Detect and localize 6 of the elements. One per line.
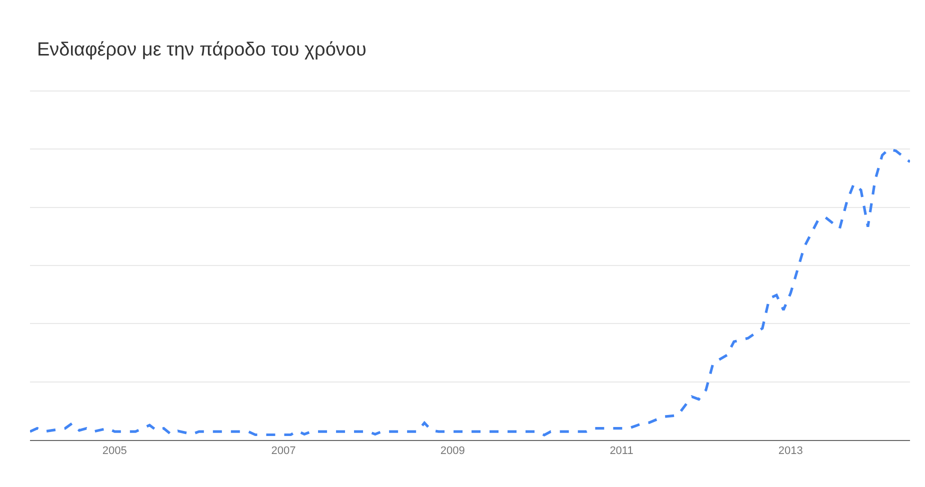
x-tick-label: 2013 [778,445,803,458]
x-tick-label: 2005 [102,445,127,458]
x-tick-label: 2007 [271,445,296,458]
chart-title: Ενδιαφέρον με την πάροδο του χρόνου [37,39,366,60]
x-tick-label: 2011 [610,445,634,458]
x-tick-label: 2009 [440,445,465,458]
